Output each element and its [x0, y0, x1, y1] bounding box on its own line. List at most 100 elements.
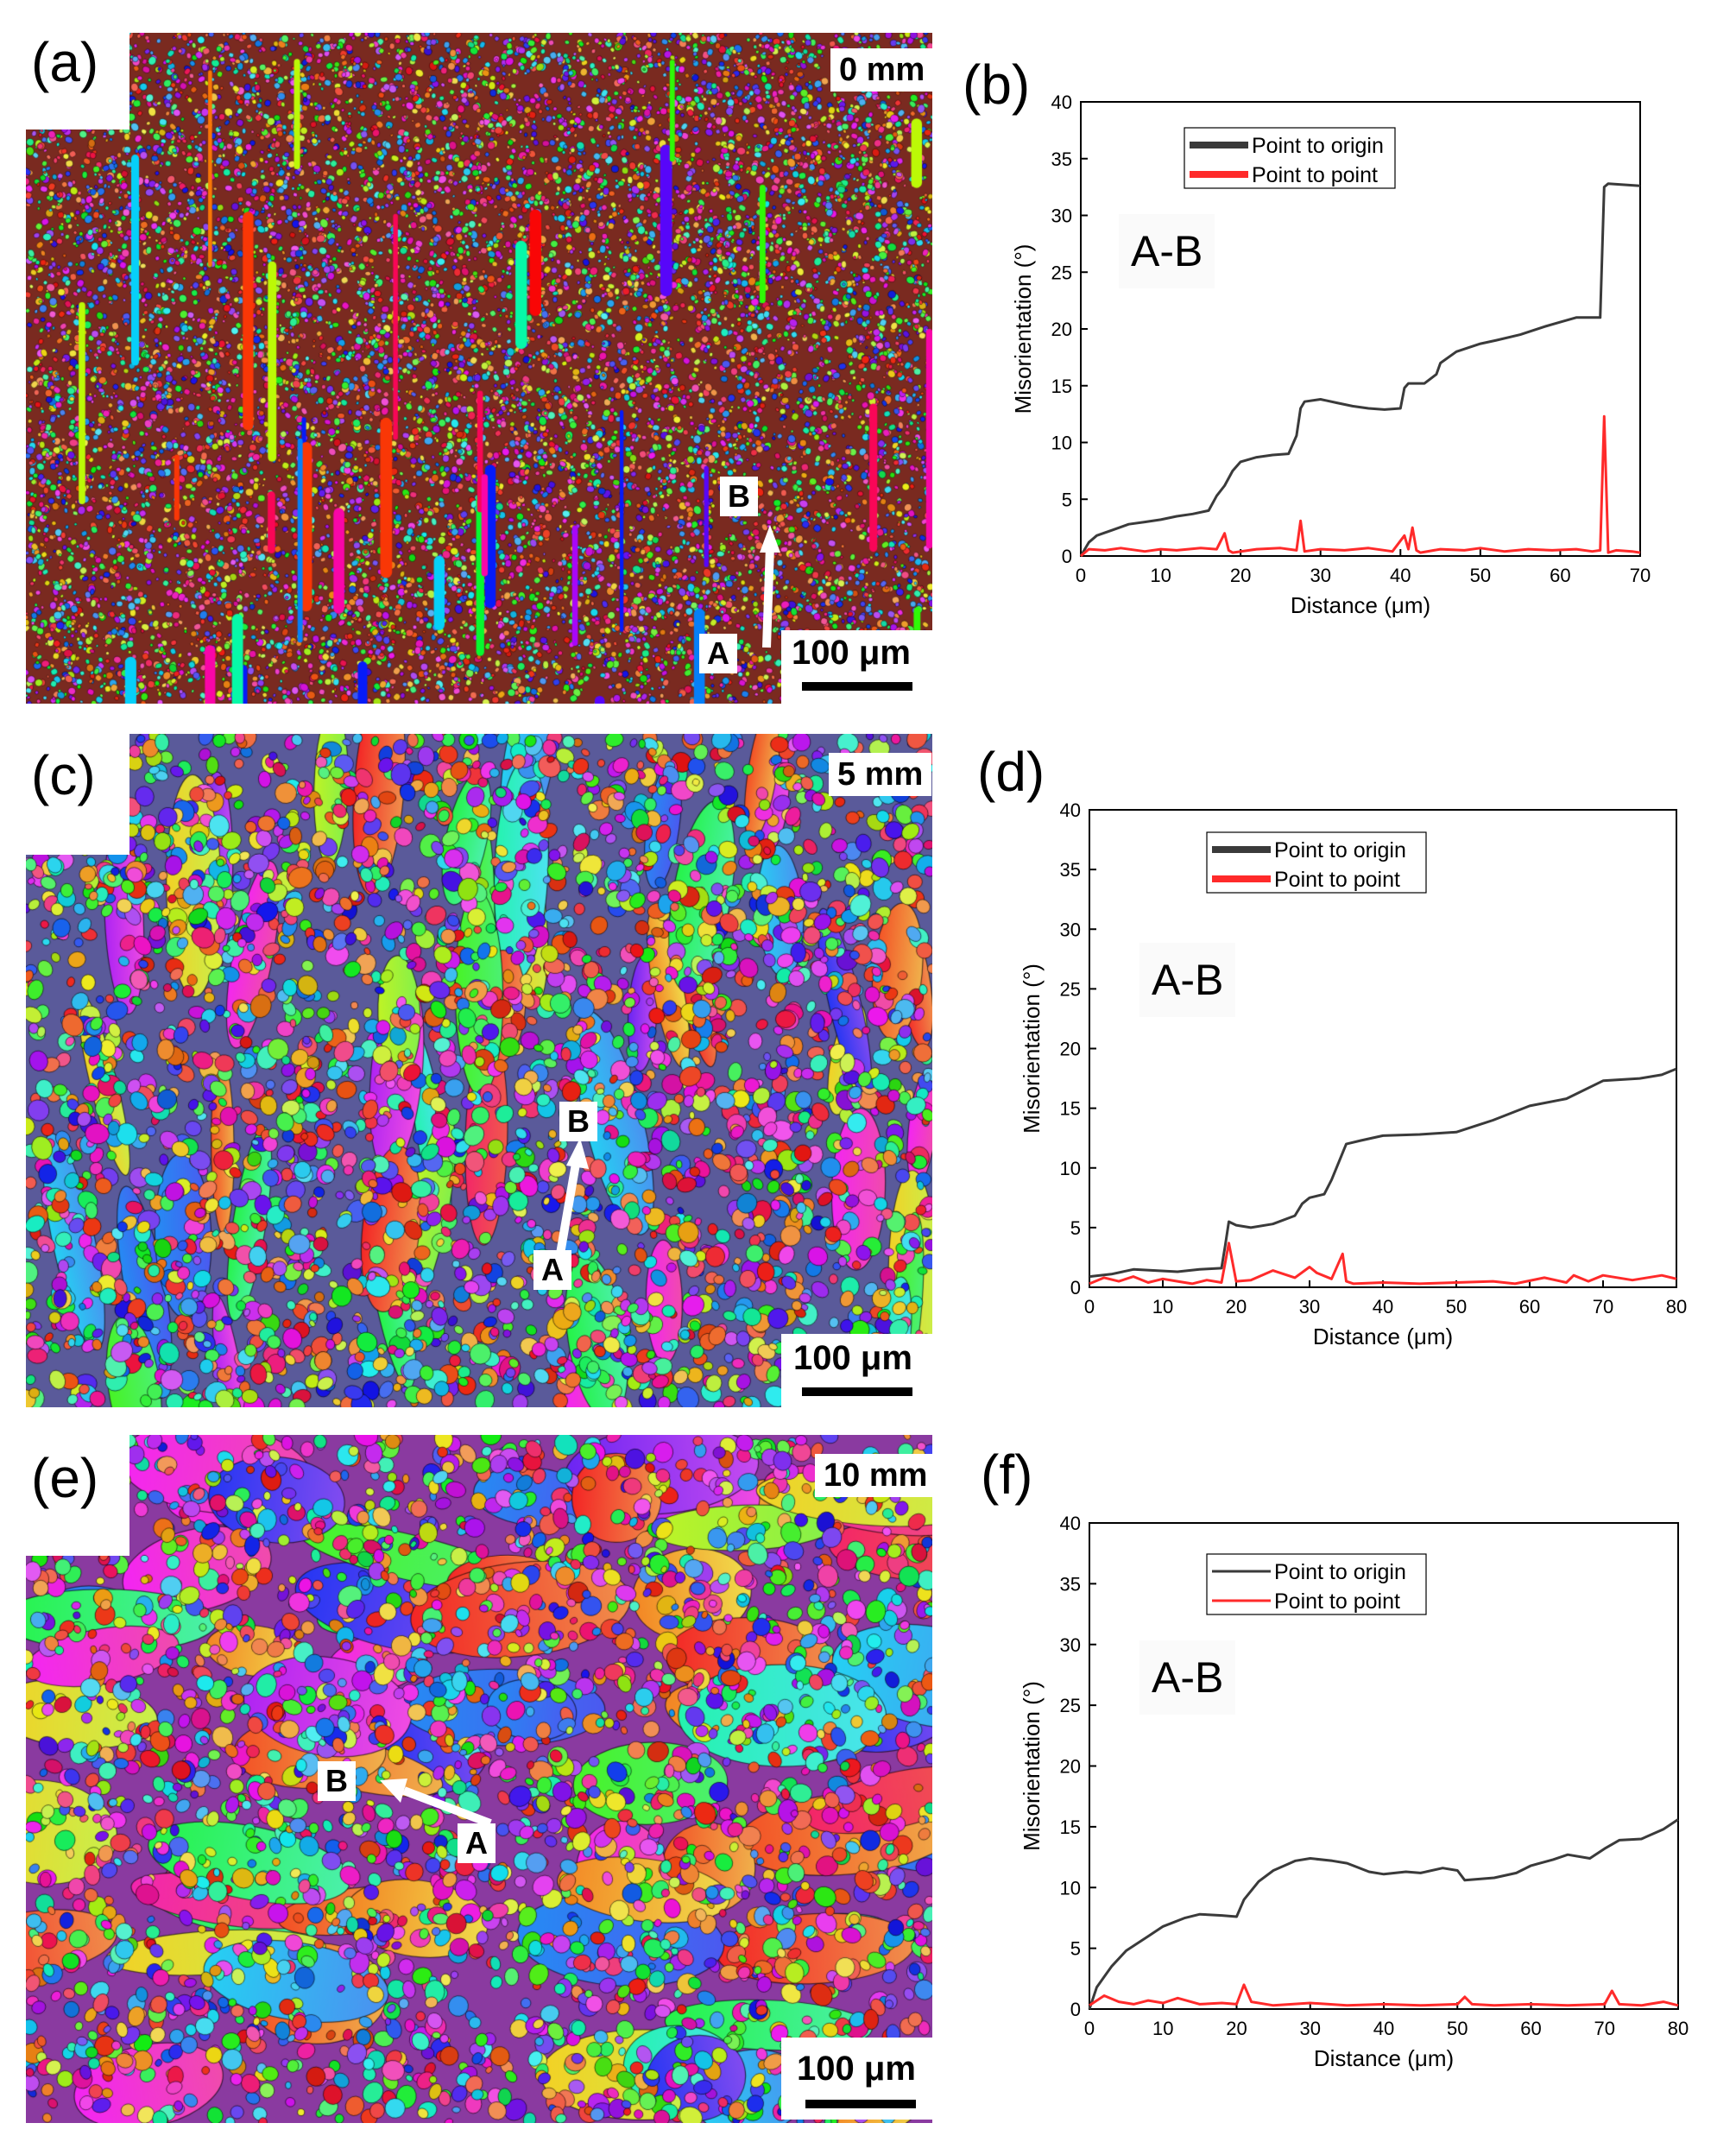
- scalebar-e: 100 μm: [781, 2038, 932, 2120]
- legend-label: Point to point: [1274, 1589, 1400, 1614]
- ab-label-f: A-B: [1139, 1640, 1236, 1715]
- chart-b: 0 10 20 30 40 50 60 70 0 5 10 15 20 25 30 35 40 Distance …: [1010, 92, 1651, 618]
- x-tick-label: 0: [1076, 565, 1086, 586]
- x-tick-label: 60: [1550, 565, 1570, 586]
- x-tick-label: 20: [1226, 1296, 1247, 1317]
- y-tick-label: 15: [1051, 376, 1072, 397]
- x-tick-label: 0: [1084, 1296, 1095, 1317]
- panel-letter-d: (d): [977, 741, 1045, 803]
- legend: Point to origin Point to point: [1184, 127, 1396, 189]
- arrow-c: [555, 1138, 589, 1260]
- x-tick-label: 0: [1084, 2018, 1095, 2039]
- y-tick-label: 0: [1062, 546, 1072, 567]
- y-tick-label: 35: [1051, 148, 1072, 170]
- legend-label: Point to origin: [1274, 838, 1406, 862]
- y-tick-label: 10: [1051, 433, 1072, 454]
- series-line-point-to-origin: [1088, 1818, 1679, 2010]
- arrow-e-shaft: [402, 1786, 492, 1828]
- y-tick-label: 30: [1060, 919, 1081, 940]
- x-tick-label: 20: [1226, 2018, 1247, 2039]
- ebsd-map-e-canvas: [26, 1435, 932, 2123]
- y-tick-label: 20: [1051, 319, 1072, 340]
- scalebar-a: 100 μm: [781, 630, 932, 704]
- y-tick-label: 40: [1060, 799, 1081, 821]
- legend-box: [1184, 127, 1396, 189]
- y-tick-label: 10: [1060, 1158, 1081, 1179]
- arrow-e: [380, 1779, 492, 1828]
- panel-letter-e: (e): [31, 1447, 99, 1509]
- y-tick-label: 5: [1070, 1938, 1081, 1960]
- scalebar-a-text: 100 μm: [792, 634, 911, 672]
- series-line-point-to-point: [1089, 1242, 1677, 1286]
- series-line-point-to-origin: [1079, 182, 1641, 557]
- panel-letter-a-box: [0, 0, 129, 130]
- y-tick-label: 20: [1060, 1756, 1081, 1778]
- panel-letter-b: (b): [963, 54, 1031, 116]
- ab-label-b: A-B: [1119, 214, 1215, 288]
- x-tick-label: 10: [1152, 1296, 1173, 1317]
- x-tick-label: 40: [1390, 565, 1411, 586]
- arrow-a-shaft: [762, 545, 774, 648]
- ebsd-map-c: [26, 734, 932, 1407]
- ebsd-map-a: [26, 33, 932, 704]
- x-tick-label: 70: [1630, 565, 1651, 586]
- legend-box: [1206, 1553, 1427, 1615]
- ebsd-map-e: [26, 1435, 932, 2123]
- scalebar-a-line: [802, 682, 912, 691]
- panel-letter-a: (a): [31, 31, 99, 93]
- legend: Point to origin Point to point: [1206, 831, 1427, 894]
- marker-c-end: B: [559, 1102, 597, 1141]
- x-axis-label: Distance (μm): [1314, 2045, 1454, 2071]
- legend-label: Point to point: [1274, 868, 1400, 892]
- x-tick-label: 10: [1150, 565, 1171, 586]
- x-tick-label: 20: [1230, 565, 1251, 586]
- x-tick-label: 50: [1446, 1296, 1467, 1317]
- x-tick-label: 60: [1519, 1296, 1540, 1317]
- panel-letter-c-box: [0, 734, 129, 855]
- arrow-a-head: [760, 525, 780, 553]
- x-tick-label: 80: [1666, 1296, 1687, 1317]
- scalebar-c-line: [802, 1387, 912, 1396]
- legend-label: Point to origin: [1274, 1560, 1406, 1584]
- y-axis-label: Misorientation (°): [1010, 244, 1036, 414]
- x-axis-label: Distance (μm): [1291, 592, 1430, 618]
- y-tick-label: 0: [1070, 1277, 1081, 1298]
- x-tick-label: 80: [1668, 2018, 1689, 2039]
- panel-letter-f: (f): [981, 1444, 1033, 1506]
- y-tick-label: 5: [1062, 489, 1072, 510]
- y-tick-label: 30: [1060, 1634, 1081, 1656]
- y-tick-label: 25: [1060, 1695, 1081, 1716]
- chart-f: 0 10 20 30 40 50 60 70 80 0 5 10 15 20 25 30 35 40 Distanc…: [1019, 1513, 1689, 2071]
- marker-e-start: A: [458, 1823, 496, 1863]
- series-line-point-to-point: [1089, 1983, 1679, 2007]
- scalebar-e-text: 100 μm: [797, 2050, 916, 2088]
- x-tick-label: 50: [1470, 565, 1491, 586]
- x-tick-label: 50: [1447, 2018, 1468, 2039]
- x-tick-label: 40: [1373, 1296, 1393, 1317]
- chart-d: 0 10 20 30 40 50 60 70 80 0 5 10 15 20 25 30 35 40 Distanc…: [1019, 799, 1687, 1349]
- scalebar-c-text: 100 μm: [793, 1339, 912, 1377]
- x-tick-label: 70: [1594, 2018, 1615, 2039]
- x-tick-label: 30: [1310, 565, 1330, 586]
- depth-label-e: 10 mm: [815, 1454, 937, 1497]
- depth-label-a: 0 mm: [830, 48, 934, 92]
- y-tick-label: 40: [1060, 1513, 1081, 1534]
- x-tick-label: 70: [1593, 1296, 1613, 1317]
- y-axis-label: Misorientation (°): [1019, 964, 1045, 1134]
- scalebar-c: 100 μm: [781, 1334, 932, 1407]
- y-tick-label: 40: [1051, 92, 1072, 113]
- marker-e-end: B: [318, 1761, 356, 1801]
- legend: Point to origin Point to point: [1206, 1553, 1427, 1615]
- series-line-point-to-origin: [1089, 1067, 1677, 1279]
- y-tick-label: 5: [1070, 1217, 1081, 1239]
- arrow-e-head: [380, 1779, 407, 1803]
- legend-label: Point to origin: [1252, 134, 1384, 158]
- arrow-c-shaft: [555, 1158, 581, 1260]
- arrow-c-head: [566, 1138, 589, 1169]
- y-tick-label: 0: [1070, 1999, 1081, 2020]
- y-tick-label: 25: [1060, 978, 1081, 1000]
- y-tick-label: 15: [1060, 1098, 1081, 1120]
- y-tick-label: 35: [1060, 859, 1081, 881]
- marker-a-start: A: [699, 634, 737, 673]
- panel-letter-e-box: [0, 1435, 129, 1556]
